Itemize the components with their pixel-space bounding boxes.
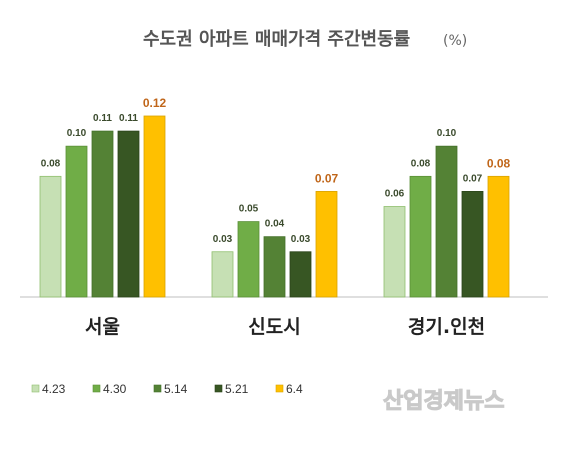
value-label-2-2: 0.05 [239,204,259,215]
legend-swatch-3 [153,384,162,393]
bar-3-2 [409,175,432,298]
watermark: 산업경제뉴스 [383,389,504,414]
legend-label-3: 5.14 [164,382,188,396]
bar-2-3 [263,236,286,298]
value-label-1-5: 0.12 [143,96,167,110]
category-label-1: 서울 [85,316,120,338]
category-label-2: 신도시 [248,316,300,338]
bar-2-2 [237,221,260,298]
bar-2-1 [211,251,234,298]
category-labels-layer: 서울 신도시 경기.인천 [85,316,485,338]
bar-2-4 [289,251,312,298]
value-label-3-1: 0.06 [385,189,405,200]
legend-swatch-5 [275,384,284,393]
bar-1-3 [91,130,114,298]
bar-1-2 [65,145,88,298]
legend: 4.23 4.30 5.14 5.21 6.4 [31,382,303,396]
legend-swatch-4 [214,384,223,393]
legend-label-2: 4.30 [103,382,127,396]
bar-3-1 [383,206,406,298]
category-label-3: 경기.인천 [408,316,485,338]
bar-1-4 [117,130,140,298]
value-labels-layer: 0.08 0.10 0.11 0.11 0.12 0.03 0.05 0.04 0.03 0.07… [41,96,511,245]
value-label-3-4: 0.07 [463,173,483,184]
value-label-1-1: 0.08 [41,158,61,169]
bar-2-5 [315,191,338,298]
bar-1-1 [39,175,62,298]
value-label-2-4: 0.03 [291,234,311,245]
bars-layer [39,115,510,298]
legend-swatch-2 [92,384,101,393]
value-label-2-5: 0.07 [315,171,339,185]
value-label-1-2: 0.10 [67,128,87,139]
bar-3-3 [435,145,458,298]
value-label-3-5: 0.08 [487,156,511,170]
legend-label-1: 4.23 [42,382,66,396]
bar-1-5 [143,115,166,298]
bar-3-4 [461,191,484,298]
bar-3-5 [487,175,510,298]
value-label-1-3: 0.11 [93,113,112,124]
value-label-3-3: 0.10 [437,128,457,139]
chart-unit: (%) [443,33,467,49]
legend-swatch-1 [31,384,40,393]
chart-title: 수도권 아파트 매매가격 주간변동률 [143,29,410,50]
value-label-2-3: 0.04 [265,219,285,230]
value-label-2-1: 0.03 [213,234,233,245]
value-label-1-4: 0.11 [119,113,138,124]
legend-label-4: 5.21 [225,382,249,396]
legend-label-5: 6.4 [286,382,303,396]
value-label-3-2: 0.08 [411,158,431,169]
